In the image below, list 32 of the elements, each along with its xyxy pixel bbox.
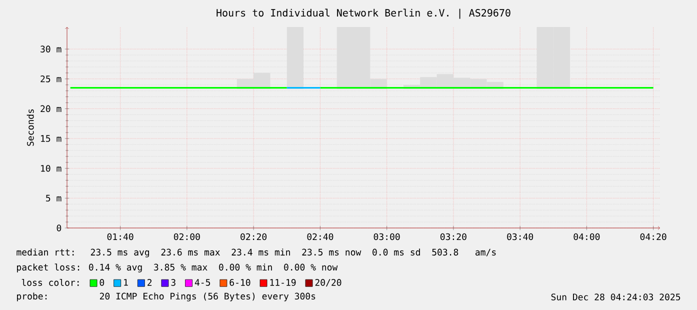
x-tick-label: 03:20 xyxy=(440,233,466,240)
y-tick-label: 30 m xyxy=(40,46,62,52)
y-tick-label: 0 xyxy=(56,224,62,232)
legend-label: 4-5 xyxy=(194,279,210,286)
x-tick-label: 04:20 xyxy=(640,233,666,240)
y-tick-label: 25 m xyxy=(40,75,62,82)
y-axis-title: Seconds xyxy=(26,109,34,146)
y-tick-label: 5 m xyxy=(46,194,62,202)
text: probe: 20 ICMP Echo Pings (56 Bytes) every 300s xyxy=(17,292,316,302)
chart-title: Hours to Individual Network Berlin e.V. | AS29670 xyxy=(216,8,510,19)
legend-label: 1 xyxy=(124,279,128,286)
x-tick-label: 03:40 xyxy=(507,233,534,240)
bar xyxy=(286,26,304,90)
y-tick-label: 10 m xyxy=(41,164,62,172)
legend-title: loss color: xyxy=(22,278,79,286)
x-tick-label: 02:20 xyxy=(240,233,267,240)
text: median rtt: 23.5 ms avg 23.6 ms max 23.4 ms min 23.5 ms now 0.0 ms sd 503.8 am/s xyxy=(16,248,496,258)
text: Sun Dec 28 04:24:03 2025 xyxy=(551,294,680,300)
x-tick-label: 03:00 xyxy=(374,233,400,240)
legend-label: 2 xyxy=(148,279,152,286)
legend-label: 0 xyxy=(100,279,104,286)
legend-label: 3 xyxy=(171,279,176,286)
x-tick-label: 02:00 xyxy=(174,233,200,240)
y-tick-label: 15 m xyxy=(41,135,62,142)
x-tick-label: 02:40 xyxy=(307,233,334,240)
x-tick-label: 01:40 xyxy=(107,233,134,240)
y-tick-label: 20 m xyxy=(40,105,62,112)
legend-label: 11-19 xyxy=(270,279,296,286)
legend-label: 20/20 xyxy=(315,279,342,287)
text: packet loss: 0.14 % avg 3.85 % max 0.00 % min 0.00 % now xyxy=(17,264,338,272)
legend-label: 6-10 xyxy=(230,279,250,286)
x-tick-label: 04:00 xyxy=(574,233,600,240)
